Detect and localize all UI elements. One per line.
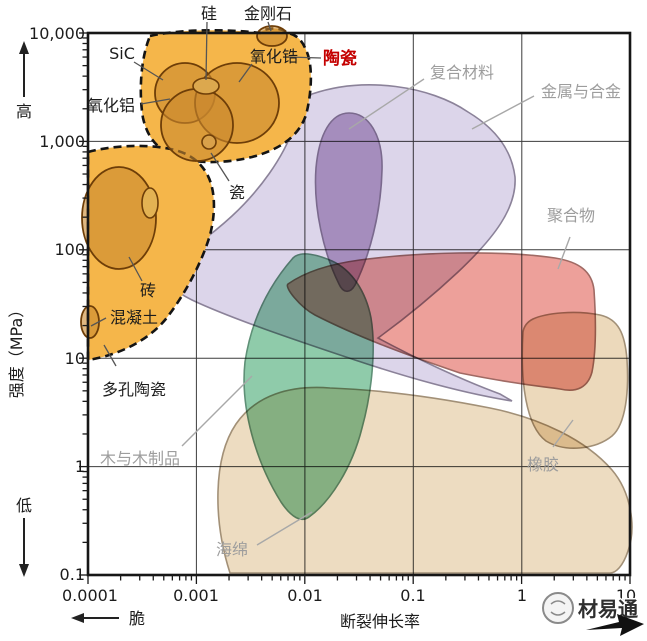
y-axis-title: 强度（MPa） [7,302,26,399]
label-silicon: 硅 [201,4,217,23]
watermark-logo-mark [550,600,566,616]
y-tick-label: 10,000 [29,24,85,43]
label-rubber: 橡胶 [527,455,559,474]
y-tick-label: 10 [65,349,85,368]
y-tick-label: 1,000 [39,132,85,151]
y-tick-label: 100 [54,240,85,259]
y-tick-label: 0.1 [60,565,85,584]
watermark-brand-text: 材易通 [578,597,638,621]
label-ceramics: 陶瓷 [323,48,357,69]
blob-concrete [80,305,100,339]
region-labels: 陶瓷 复合材料 金属与合金 聚合物 橡胶 木与木制品 海绵 [100,48,621,559]
label-composites: 复合材料 [430,63,494,82]
label-zirconia: 氧化锆 [250,47,298,66]
region-ceramics [80,25,313,362]
label-diamond: 金刚石 [244,4,292,23]
y-high-arrowhead [19,41,29,54]
y-high-label: 高 [16,102,32,121]
y-tick-label: 1 [75,457,85,476]
label-porcelain: 瓷 [229,183,245,202]
plot-border [86,31,632,577]
label-porous-ceramics: 多孔陶瓷 [102,380,166,399]
watermark-logo-icon [542,592,574,624]
x-tick-label: 0.1 [400,586,425,605]
material-regions [159,84,633,574]
x-brittle-label: 脆 [129,609,145,628]
label-wood: 木与木制品 [100,449,180,468]
axis-ticks [79,32,631,584]
blob-porcelain [201,134,217,150]
blob-brick-small [141,187,159,219]
label-polymers: 聚合物 [547,206,595,225]
y-tick-labels: 10,000 1,000 100 10 1 0.1 [29,24,85,584]
axis-titles: 强度（MPa） 高 低 脆 断裂伸长率 [7,41,420,631]
blob-silicon [192,77,220,95]
label-sic: SiC [109,44,135,63]
y-low-arrowhead [19,564,29,577]
region-polymers [286,252,597,391]
label-concrete: 混凝土 [110,308,158,327]
x-tick-labels: 0.0001 0.001 0.01 0.1 1 10 [62,586,636,605]
y-low-label: 低 [16,496,32,515]
material-labels: 硅 金刚石 SiC 氧化锆 氧化铝 瓷 砖 混凝土 多孔陶瓷 [87,4,298,399]
watermark-arrow-icon [586,614,644,636]
pointer-lines [90,21,574,546]
x-axis-title: 断裂伸长率 [340,612,420,631]
blob-diamond [256,25,288,47]
label-alumina: 氧化铝 [87,96,135,115]
x-tick-label: 0.0001 [62,586,118,605]
label-sponge: 海绵 [216,540,248,559]
blob-alumina [160,88,234,162]
x-tick-label: 10 [616,586,636,605]
x-tick-label: 0.01 [287,586,323,605]
x-tick-label: 1 [517,586,527,605]
x-tick-label: 0.001 [173,586,219,605]
label-brick: 砖 [140,281,156,300]
watermark: 材易通 [542,592,644,636]
x-brittle-arrowhead [71,613,84,623]
label-metals: 金属与合金 [541,82,621,101]
blob-brick [81,166,157,270]
